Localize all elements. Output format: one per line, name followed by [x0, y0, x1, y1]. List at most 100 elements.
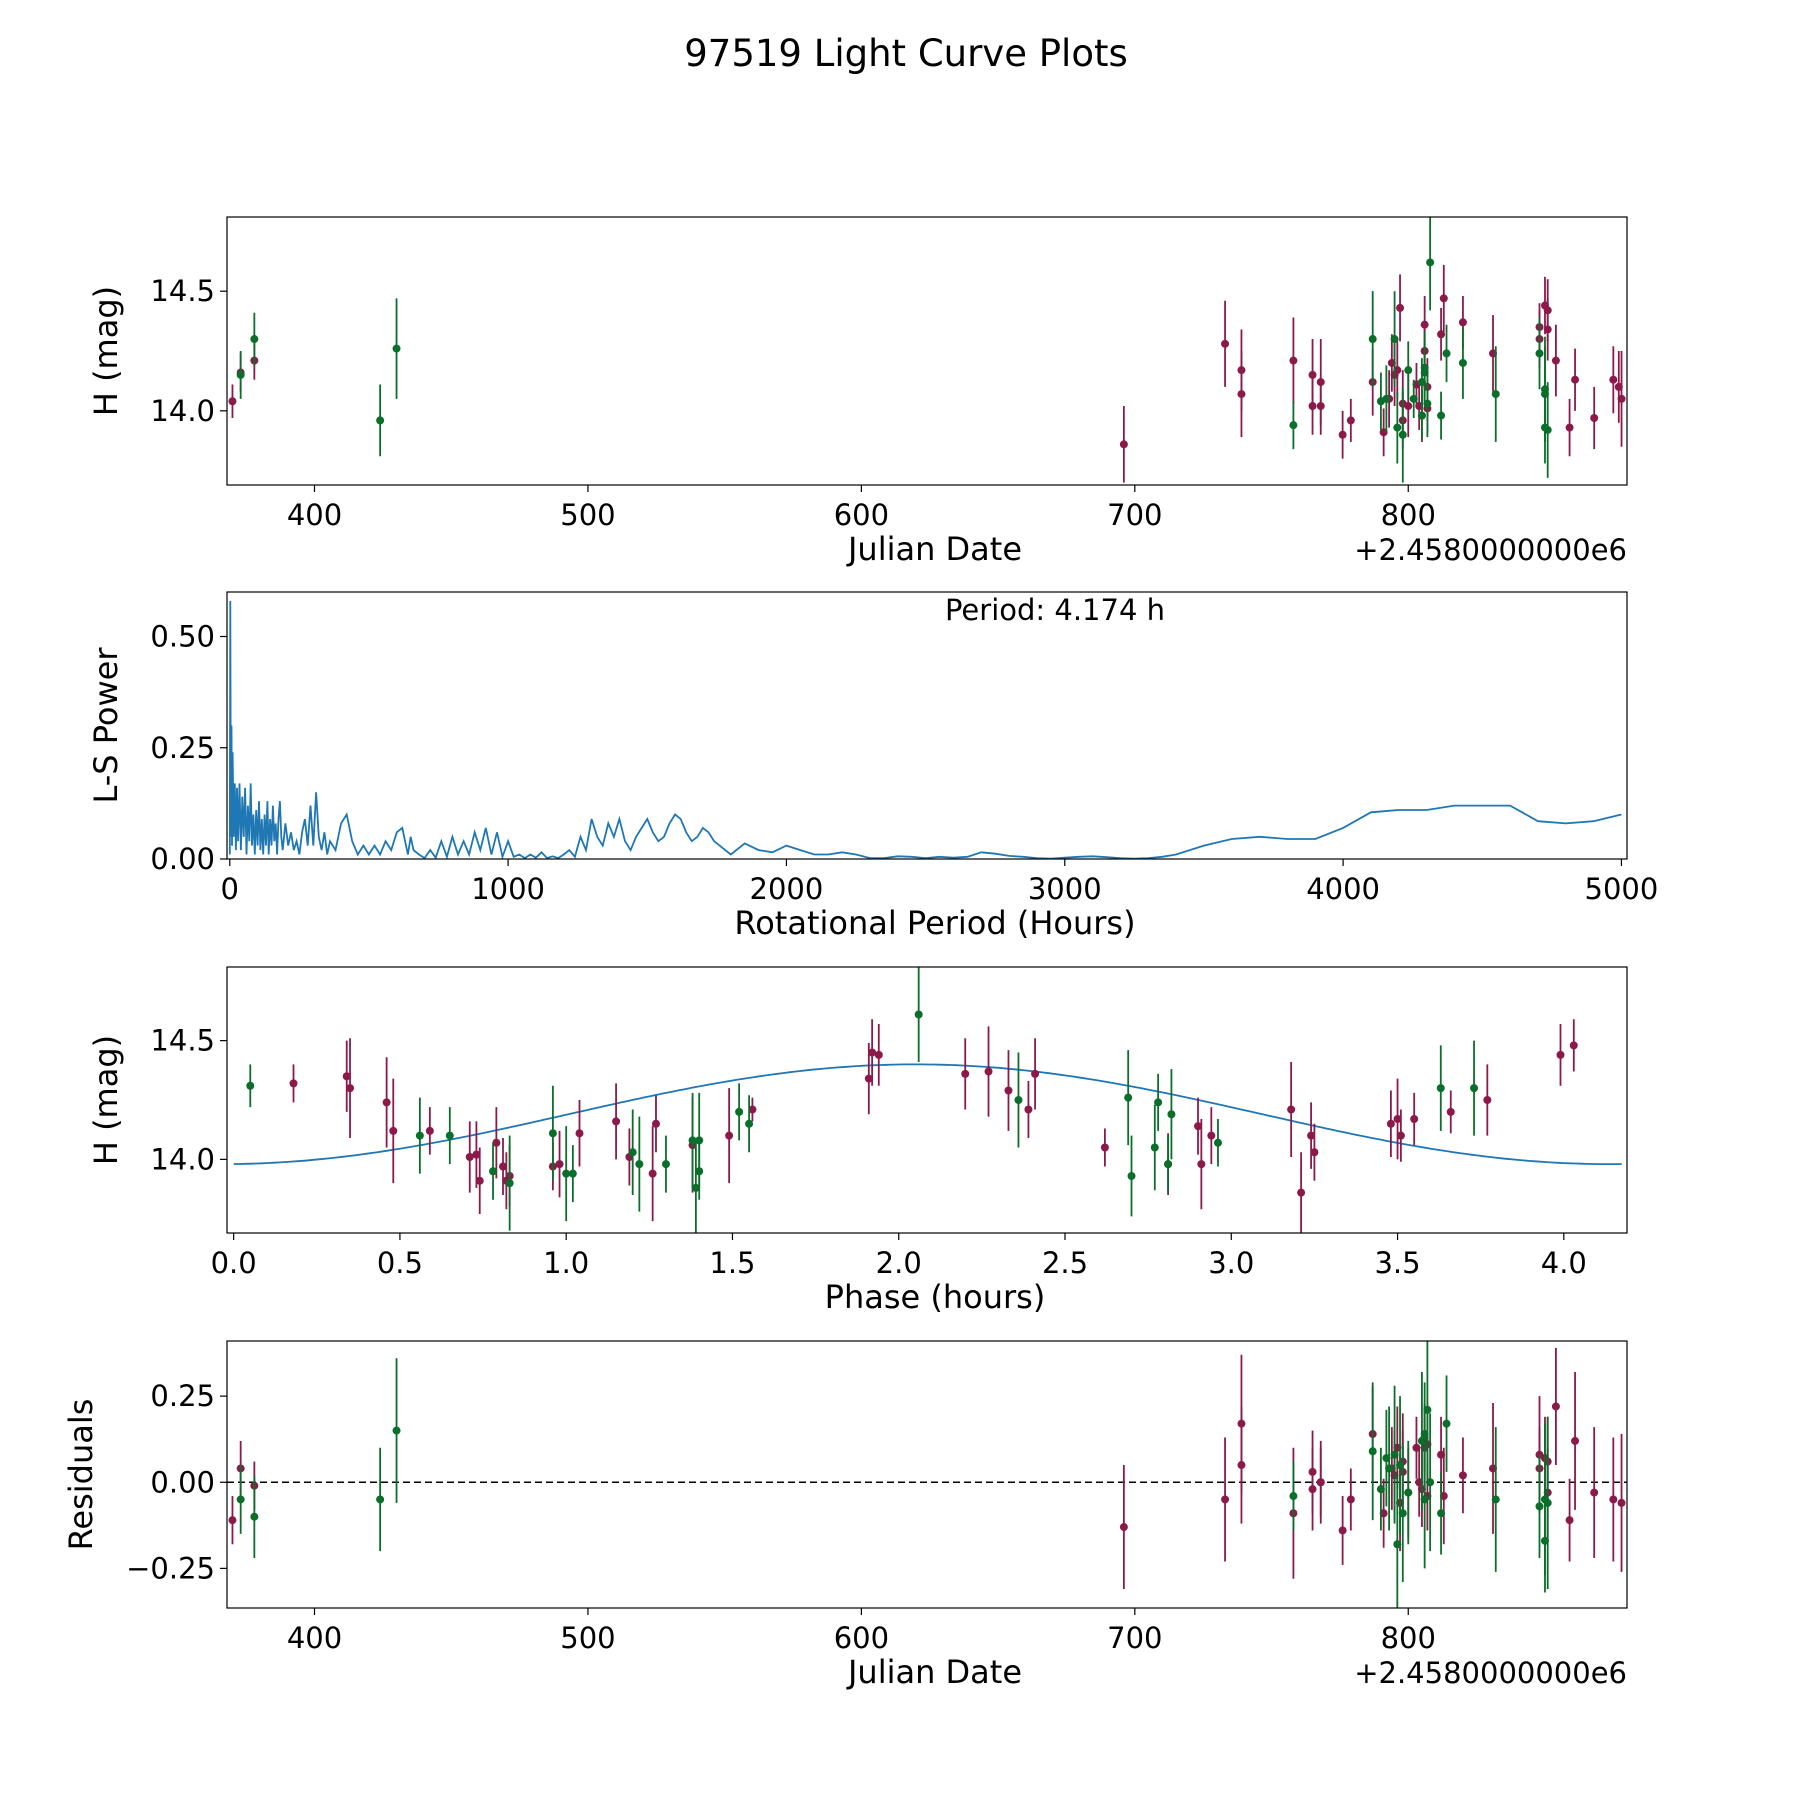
data-point — [1368, 1447, 1377, 1456]
x-tick-label: 1.0 — [543, 1246, 589, 1280]
plot-area — [228, 217, 1626, 483]
data-point — [505, 1179, 514, 1188]
data-point — [1386, 1119, 1395, 1128]
data-point — [725, 1131, 734, 1140]
data-point — [628, 1148, 637, 1157]
data-point — [575, 1129, 584, 1138]
x-tick-label: 0.0 — [211, 1246, 257, 1280]
y-axis-label: H (mag) — [87, 1035, 125, 1165]
data-point — [250, 1512, 259, 1521]
data-point — [1207, 1131, 1216, 1140]
x-tick-label: 800 — [1381, 498, 1436, 532]
data-point — [1154, 1098, 1163, 1107]
data-point — [1390, 1450, 1399, 1459]
data-point — [1437, 1509, 1446, 1518]
data-point — [415, 1131, 424, 1140]
data-point — [1297, 1188, 1306, 1197]
x-tick-label: 5000 — [1585, 872, 1659, 906]
data-point — [612, 1117, 621, 1126]
data-point — [1307, 1131, 1316, 1140]
data-point — [1458, 1471, 1467, 1480]
x-axis-label: Rotational Period (Hours) — [734, 904, 1135, 942]
data-point — [1221, 339, 1230, 348]
data-point — [1031, 1069, 1040, 1078]
x-tick-label: 600 — [834, 498, 889, 532]
data-point — [1398, 1509, 1407, 1518]
plot-area — [227, 1341, 1627, 1608]
data-point — [1565, 423, 1574, 432]
data-point — [1439, 294, 1448, 303]
data-point — [1409, 394, 1418, 403]
data-point — [1368, 335, 1377, 344]
data-point — [688, 1136, 697, 1145]
data-point — [389, 1126, 398, 1135]
data-point — [1617, 1498, 1626, 1507]
data-point — [961, 1069, 970, 1078]
data-point — [695, 1167, 704, 1176]
data-point — [1289, 421, 1298, 430]
data-point — [376, 1495, 385, 1504]
data-point — [1398, 430, 1407, 439]
data-point — [1491, 390, 1500, 399]
x-tick-label: 3.5 — [1374, 1246, 1420, 1280]
data-point — [1127, 1172, 1136, 1180]
data-point — [648, 1169, 657, 1178]
data-point — [1289, 356, 1298, 365]
data-point — [1535, 1502, 1544, 1511]
x-tick-label: 1.5 — [709, 1246, 755, 1280]
data-point — [1221, 1495, 1230, 1504]
data-point — [1393, 1540, 1402, 1549]
data-point — [1442, 349, 1451, 358]
data-point — [1437, 411, 1446, 420]
data-point — [1590, 414, 1599, 422]
periodogram-panel: 0 1000 2000 3000 4000 5000 0.00 0.25 0.50 Rotatio… — [87, 591, 1659, 942]
figure-title: 97519 Light Curve Plots — [684, 32, 1128, 75]
data-point — [1458, 358, 1467, 367]
data-point — [1420, 320, 1429, 329]
data-point — [1569, 1041, 1578, 1050]
data-point — [376, 416, 385, 425]
data-point — [1213, 1138, 1222, 1147]
data-point — [1385, 1464, 1394, 1473]
x-axis-label: Phase (hours) — [825, 1278, 1046, 1316]
data-point — [1338, 1526, 1347, 1535]
y-tick-label: 0.00 — [150, 842, 215, 876]
x-tick-label: 2.5 — [1042, 1246, 1088, 1280]
data-point — [1194, 1122, 1203, 1131]
data-point — [984, 1067, 993, 1076]
period-annotation: Period: 4.174 h — [945, 593, 1165, 627]
data-point — [382, 1098, 391, 1107]
data-point — [1491, 1495, 1500, 1504]
axes-frame — [226, 966, 1628, 1234]
plot-area — [228, 600, 1622, 859]
data-point — [1393, 1115, 1402, 1123]
data-point — [1346, 1495, 1355, 1504]
y-tick-label: 14.5 — [150, 274, 215, 308]
data-point — [289, 1079, 298, 1088]
x-tick-label: 1000 — [471, 872, 545, 906]
data-point — [864, 1074, 873, 1083]
x-tick-label: 0.5 — [377, 1246, 423, 1280]
data-point — [489, 1167, 498, 1176]
data-point — [735, 1107, 744, 1116]
data-point — [1556, 1050, 1565, 1059]
data-point — [236, 1495, 245, 1504]
x-tick-label: 500 — [560, 1621, 615, 1655]
data-point — [445, 1131, 454, 1140]
data-point — [236, 370, 245, 379]
x-tick-label: 2.0 — [876, 1246, 922, 1280]
data-point — [228, 397, 237, 406]
data-point — [745, 1119, 754, 1128]
data-point — [1346, 416, 1355, 425]
x-tick-label: 4.0 — [1541, 1246, 1587, 1280]
data-point — [651, 1119, 660, 1128]
data-point — [1458, 318, 1467, 327]
data-point — [492, 1138, 501, 1147]
data-point — [1308, 370, 1317, 379]
data-point — [691, 1183, 700, 1192]
x-tick-label: 400 — [287, 498, 342, 532]
data-point — [1543, 325, 1552, 334]
data-point — [342, 1072, 351, 1081]
data-point — [1376, 1485, 1385, 1494]
